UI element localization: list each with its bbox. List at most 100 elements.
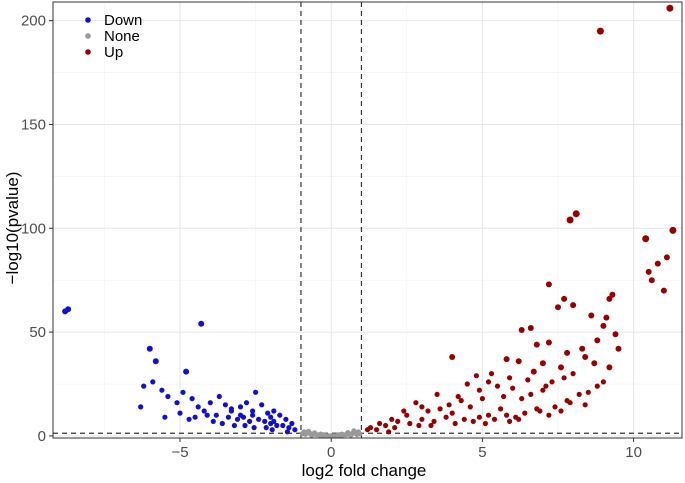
data-point <box>537 408 543 414</box>
data-point <box>488 371 495 377</box>
data-point <box>476 387 482 393</box>
data-point <box>540 387 546 393</box>
data-point <box>377 420 383 427</box>
data-point <box>268 414 274 420</box>
legend-key-down <box>85 17 91 23</box>
data-point <box>242 422 248 429</box>
data-point <box>570 371 576 377</box>
data-point <box>558 364 564 371</box>
data-point <box>283 416 289 422</box>
data-point <box>591 360 598 367</box>
y-tick-label: 50 <box>29 324 46 341</box>
data-point <box>519 396 525 402</box>
data-point <box>467 404 473 410</box>
data-point <box>458 398 464 404</box>
data-point <box>201 408 207 414</box>
data-point <box>642 235 650 243</box>
data-point <box>528 391 534 397</box>
data-point <box>609 291 616 298</box>
data-point <box>374 427 380 433</box>
data-point <box>186 416 192 422</box>
data-point <box>503 356 510 363</box>
data-point <box>585 389 591 395</box>
data-point <box>515 358 522 365</box>
data-point <box>558 408 564 414</box>
data-point <box>213 412 219 418</box>
legend-label-up: Up <box>104 44 123 61</box>
data-point <box>286 425 292 431</box>
data-point <box>416 422 422 429</box>
threshold-lines <box>53 2 682 438</box>
data-point <box>389 416 395 422</box>
data-point <box>251 425 257 431</box>
data-point <box>404 412 410 418</box>
x-tick-label: −5 <box>171 444 188 461</box>
data-point <box>419 416 425 422</box>
data-point <box>395 418 401 424</box>
data-point <box>582 402 588 408</box>
data-point <box>210 418 216 424</box>
data-point <box>600 379 607 385</box>
data-point <box>259 402 265 408</box>
data-point <box>428 422 434 429</box>
data-point <box>198 320 205 327</box>
data-point <box>289 420 295 427</box>
series-down <box>62 306 298 435</box>
data-point <box>452 420 458 427</box>
data-point <box>612 331 619 338</box>
data-point <box>594 337 601 344</box>
data-point <box>219 420 225 427</box>
data-point <box>284 429 290 435</box>
data-point <box>383 422 389 429</box>
data-point <box>494 383 501 389</box>
data-point <box>579 345 586 352</box>
data-point <box>464 381 470 387</box>
data-point <box>572 210 580 218</box>
data-point <box>564 349 571 356</box>
data-point <box>177 410 183 416</box>
data-point <box>449 410 455 416</box>
data-point <box>162 414 168 420</box>
data-point <box>546 412 552 418</box>
data-point <box>582 354 589 360</box>
data-point <box>566 216 574 224</box>
data-point <box>545 339 552 346</box>
data-point <box>485 412 492 418</box>
data-point <box>504 412 510 418</box>
data-point <box>443 414 449 420</box>
data-point <box>449 354 456 360</box>
data-point <box>216 393 222 400</box>
data-point <box>207 400 213 406</box>
data-point <box>274 422 280 429</box>
data-point <box>256 416 262 422</box>
data-point <box>309 432 315 438</box>
data-point <box>543 383 549 389</box>
legend-key-up <box>85 49 91 55</box>
data-point <box>195 404 201 410</box>
data-point <box>204 412 210 418</box>
data-point <box>407 420 413 427</box>
series-none <box>299 428 363 439</box>
data-points <box>62 4 677 439</box>
data-point <box>606 295 613 302</box>
data-point <box>141 383 147 389</box>
data-point <box>425 408 431 414</box>
data-point <box>522 410 528 416</box>
x-tick-label: 5 <box>478 444 486 461</box>
legend-label-down: Down <box>104 12 142 29</box>
data-point <box>263 425 269 431</box>
data-point <box>545 281 552 288</box>
data-point <box>663 254 670 261</box>
series-up <box>364 4 677 435</box>
data-point <box>473 373 479 379</box>
data-point <box>660 287 667 294</box>
x-axis-title: log2 fold change <box>302 461 427 480</box>
data-point <box>648 277 655 284</box>
data-point <box>336 432 342 438</box>
data-point <box>271 408 277 414</box>
data-point <box>237 412 244 418</box>
data-point <box>570 302 577 309</box>
y-axis-title: −log10(pvalue) <box>3 172 22 285</box>
